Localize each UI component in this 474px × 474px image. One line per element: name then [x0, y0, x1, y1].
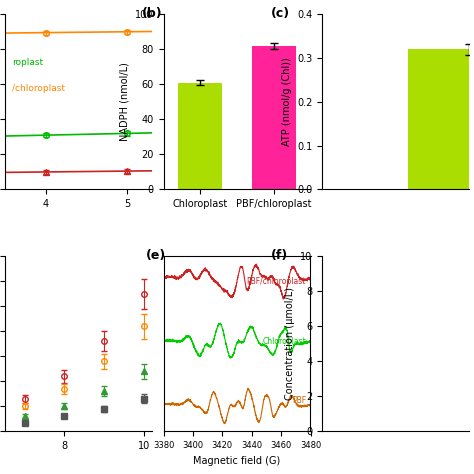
Y-axis label: Concentration (μmol/L): Concentration (μmol/L): [285, 287, 295, 400]
Y-axis label: ATP (nmol/g (Chl)): ATP (nmol/g (Chl)): [282, 57, 292, 146]
X-axis label: Magnetic field (G): Magnetic field (G): [193, 456, 281, 465]
Text: (f): (f): [271, 249, 288, 262]
Bar: [408, 49, 474, 190]
Text: (b): (b): [141, 7, 162, 20]
Text: PBF/chloroplast: PBF/chloroplast: [246, 277, 306, 286]
Text: (c): (c): [271, 7, 290, 20]
Bar: [178, 82, 222, 190]
Text: Chloroplast: Chloroplast: [262, 337, 306, 346]
Text: roplast: roplast: [12, 58, 43, 67]
Text: PBF: PBF: [292, 396, 306, 405]
Y-axis label: NADPH (nmol/L): NADPH (nmol/L): [120, 63, 130, 141]
Bar: [252, 46, 296, 190]
Text: (e): (e): [146, 249, 166, 262]
Text: /chloroplast: /chloroplast: [12, 84, 65, 93]
